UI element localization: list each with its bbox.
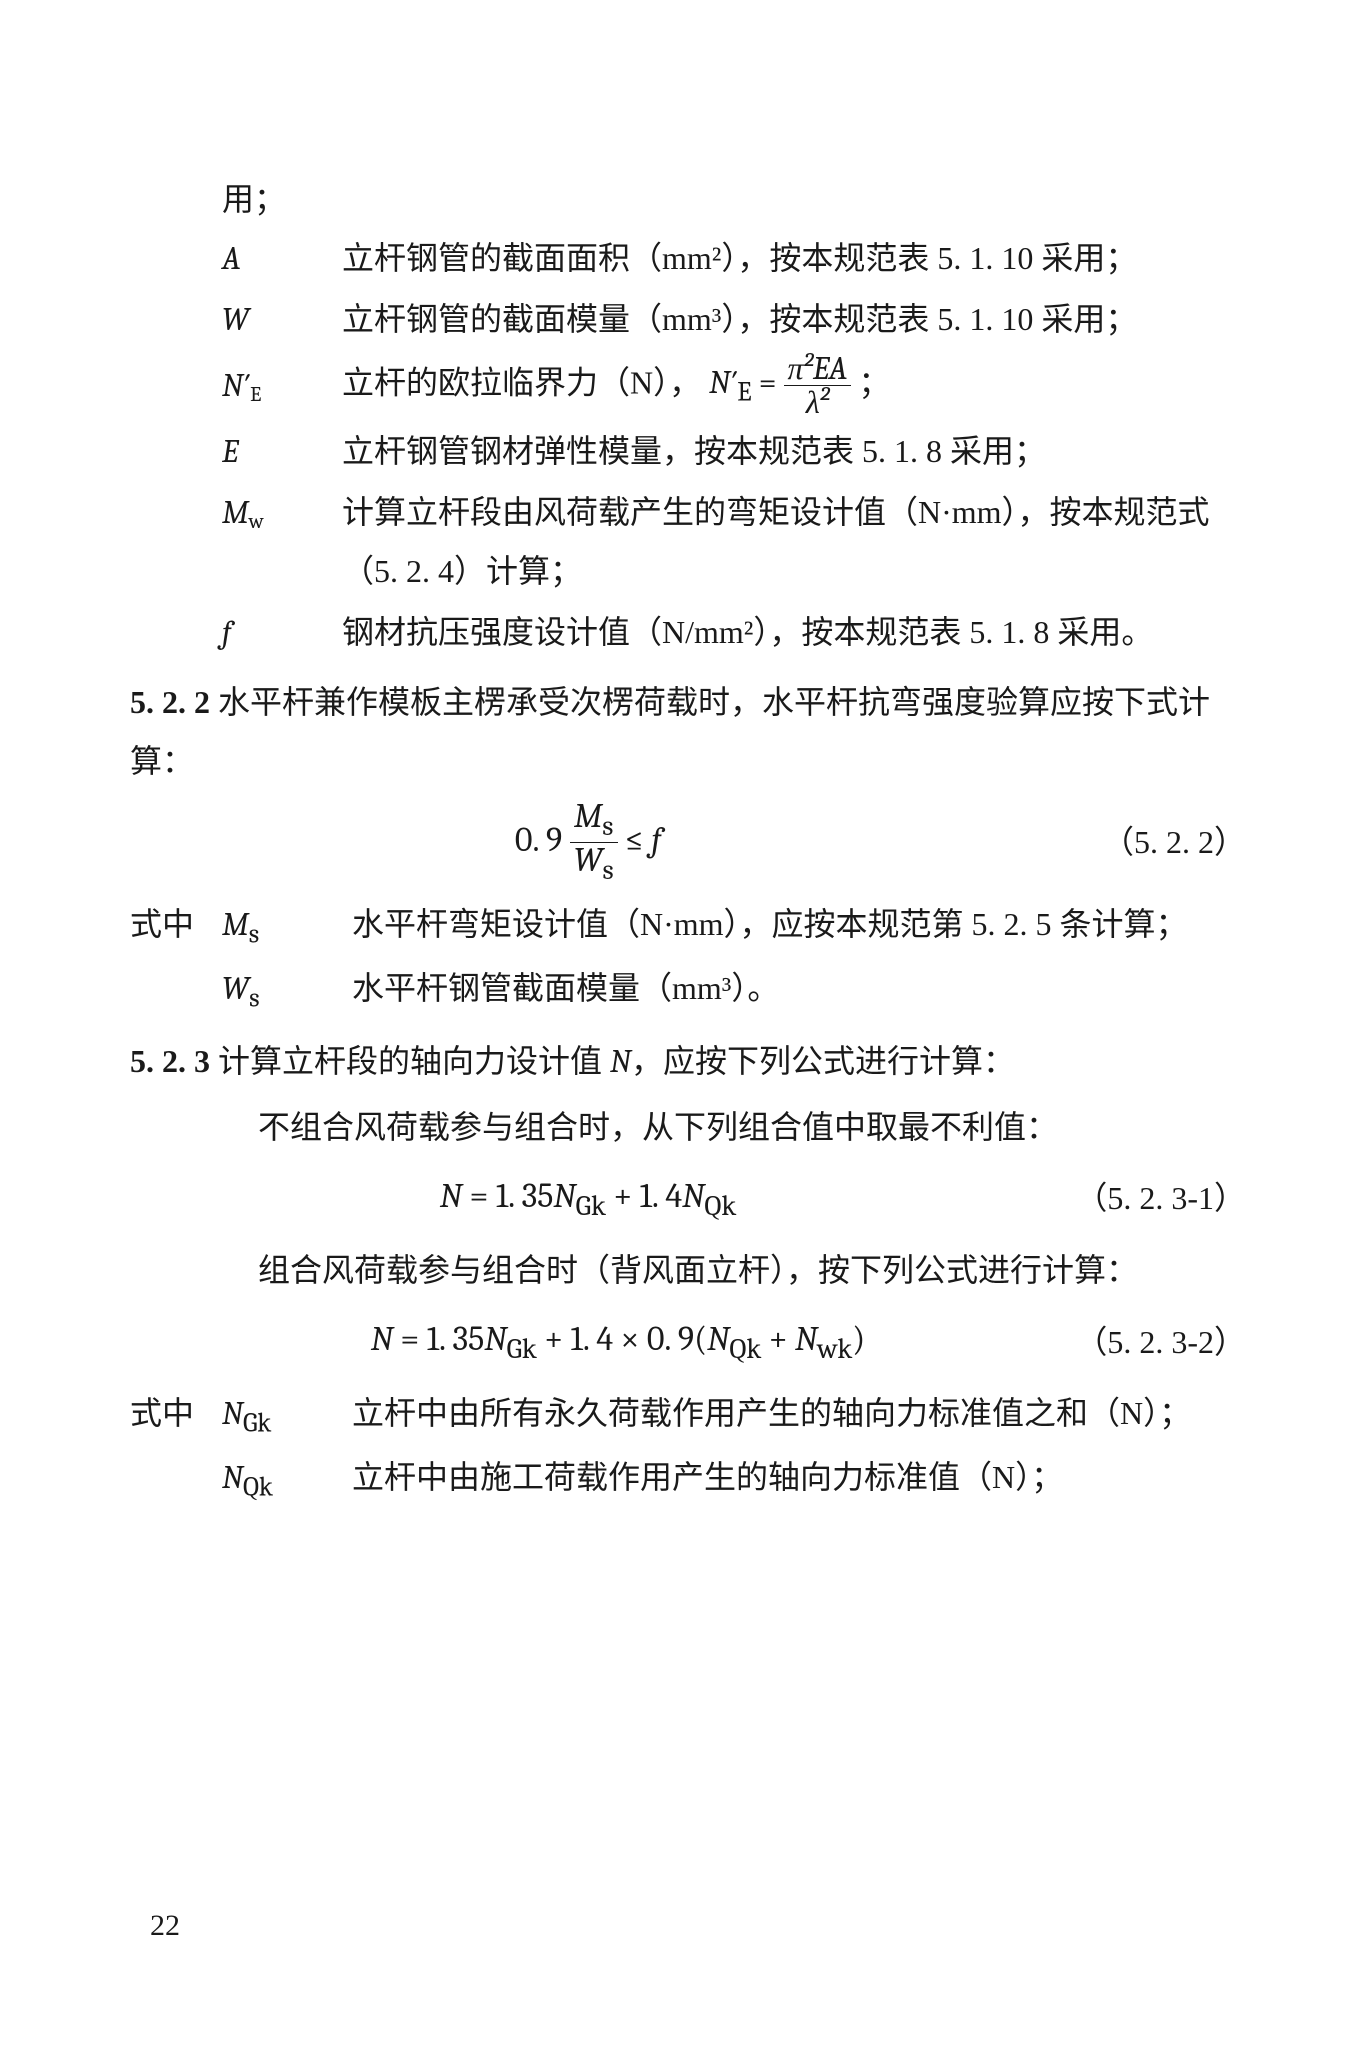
def-f: f 钢材抗压强度设计值（N/mm²），按本规范表 5. 1. 8 采用。	[222, 603, 1246, 662]
euler-eq: =	[759, 364, 784, 401]
eq-522-num-sub: s	[602, 811, 613, 843]
where-block-523: 式中NGk立杆中由所有永久荷载作用产生的轴向力标准值之和（N）； NQk立杆中由…	[130, 1384, 1246, 1511]
def-sym-f: f	[222, 603, 342, 662]
lead-continuation: 用；	[222, 170, 1246, 229]
page-22: 用； A 立杆钢管的截面面积（mm²），按本规范表 5. 1. 10 采用； W…	[0, 0, 1366, 2048]
euler-lhs: N′	[709, 364, 737, 401]
def-text-NQk: 立杆中由施工荷载作用产生的轴向力标准值（N）；	[352, 1459, 1063, 1495]
def-NGk: 式中NGk立杆中由所有永久荷载作用产生的轴向力标准值之和（N）；	[130, 1384, 1246, 1448]
page-number: 22	[150, 1898, 180, 1954]
eq-522-den-sub: s	[603, 855, 614, 887]
def-A: A 立杆钢管的截面面积（mm²），按本规范表 5. 1. 10 采用；	[222, 229, 1246, 288]
sec-text-522: 水平杆兼作模板主楞承受次楞荷载时，水平杆抗弯强度验算应按下式计算：	[130, 684, 1210, 779]
where-label-2: 式中	[130, 1384, 222, 1443]
euler-fraction: π²EA λ²	[784, 352, 852, 420]
def-W: W 立杆钢管的截面模量（mm³），按本规范表 5. 1. 10 采用；	[222, 290, 1246, 349]
def-text-W: 立杆钢管的截面模量（mm³），按本规范表 5. 1. 10 采用；	[342, 290, 1246, 349]
section-5-2-2: 5. 2. 2水平杆兼作模板主楞承受次楞荷载时，水平杆抗弯强度验算应按下式计算：	[130, 673, 1246, 791]
equation-5-2-3-2: N = 1. 35NGk + 1. 4 × 0. 9(NQk + Nwk) （5…	[130, 1308, 1246, 1376]
eq-523-2-body: N = 1. 35NGk + 1. 4 × 0. 9(NQk + Nwk)	[130, 1308, 1046, 1376]
sec-text-523: 计算立杆段的轴向力设计值 N，应按下列公式进行计算：	[218, 1043, 1015, 1079]
sec-num-522: 5. 2. 2	[130, 684, 210, 720]
def-sym-W: W	[222, 290, 342, 349]
def-sym-NGk: NGk	[222, 1384, 352, 1448]
def-sym-Mw: Mw	[222, 483, 342, 542]
definitions-block-1: A 立杆钢管的截面面积（mm²），按本规范表 5. 1. 10 采用； W 立杆…	[222, 229, 1246, 662]
def-text-Ms: 水平杆弯矩设计值（N·mm），应按本规范第 5. 2. 5 条计算；	[352, 906, 1188, 942]
def-text-Ws: 水平杆钢管截面模量（mm³）。	[352, 970, 779, 1006]
eq-522-fraction: Ms Ws	[570, 799, 618, 887]
def-sym-NQk: NQk	[222, 1448, 352, 1512]
equation-5-2-2: 0. 9 Ms Ws ≤ f （5. 2. 2）	[130, 799, 1246, 887]
def-Ws: Ws水平杆钢管截面模量（mm³）。	[130, 959, 1246, 1023]
euler-sub: E	[737, 377, 751, 408]
eq-522-body: 0. 9 Ms Ws ≤ f	[130, 799, 1046, 887]
euler-formula: N′E = π²EA λ²	[709, 364, 858, 401]
def-Ms: 式中Ms水平杆弯矩设计值（N·mm），应按本规范第 5. 2. 5 条计算；	[130, 895, 1246, 959]
def-sym-A: A	[222, 229, 342, 288]
euler-num: π²EA	[784, 352, 852, 387]
equation-5-2-3-1: N = 1. 35NGk + 1. 4NQk （5. 2. 3-1）	[130, 1165, 1246, 1233]
def-E: E 立杆钢管钢材弹性模量，按本规范表 5. 1. 8 采用；	[222, 422, 1246, 481]
euler-tail: ；	[858, 364, 890, 400]
def-text-NE: 立杆的欧拉临界力（N）， N′E = π²EA λ² ；	[342, 352, 1246, 420]
section-5-2-3: 5. 2. 3计算立杆段的轴向力设计值 N，应按下列公式进行计算：	[130, 1032, 1246, 1091]
eq-num-523-1: （5. 2. 3-1）	[1046, 1169, 1246, 1228]
eq-num-523-2: （5. 2. 3-2）	[1046, 1313, 1246, 1372]
where-label: 式中	[130, 895, 222, 954]
def-text-f: 钢材抗压强度设计值（N/mm²），按本规范表 5. 1. 8 采用。	[342, 603, 1246, 662]
eq-522-coeff: 0. 9	[515, 820, 570, 860]
def-text-NGk: 立杆中由所有永久荷载作用产生的轴向力标准值之和（N）；	[352, 1395, 1191, 1431]
eq-523-1-body: N = 1. 35NGk + 1. 4NQk	[130, 1165, 1046, 1233]
def-text-Mw: 计算立杆段由风荷载产生的弯矩设计值（N·mm），按本规范式（5. 2. 4）计算…	[342, 483, 1246, 601]
eq-522-num-sym: M	[574, 796, 602, 836]
sec-num-523: 5. 2. 3	[130, 1043, 210, 1079]
lead-text: 用；	[222, 181, 286, 217]
def-NQk: NQk立杆中由施工荷载作用产生的轴向力标准值（N）；	[130, 1448, 1246, 1512]
def-text-A: 立杆钢管的截面面积（mm²），按本规范表 5. 1. 10 采用；	[342, 229, 1246, 288]
def-sym-Ms: Ms	[222, 895, 352, 959]
eq-num-522: （5. 2. 2）	[1046, 813, 1246, 872]
def-NE: N′E 立杆的欧拉临界力（N）， N′E = π²EA λ² ；	[222, 352, 1246, 420]
def-sym-Ws: Ws	[222, 959, 352, 1023]
where-block-522: 式中Ms水平杆弯矩设计值（N·mm），应按本规范第 5. 2. 5 条计算； W…	[130, 895, 1246, 1022]
eq-522-den-sym: W	[574, 840, 603, 880]
def-NE-prefix: 立杆的欧拉临界力（N），	[342, 364, 701, 400]
para-523a: 不组合风荷载参与组合时，从下列组合值中取最不利值：	[194, 1098, 1246, 1157]
def-sym-E: E	[222, 422, 342, 481]
def-Mw: Mw 计算立杆段由风荷载产生的弯矩设计值（N·mm），按本规范式（5. 2. 4…	[222, 483, 1246, 601]
def-text-E: 立杆钢管钢材弹性模量，按本规范表 5. 1. 8 采用；	[342, 422, 1246, 481]
euler-den: λ²	[784, 386, 852, 420]
eq-522-op: ≤	[625, 820, 651, 860]
para-523b: 组合风荷载参与组合时（背风面立杆），按下列公式进行计算：	[194, 1241, 1246, 1300]
def-sym-NE: N′E	[222, 356, 342, 415]
eq-522-rhs: f	[651, 820, 661, 860]
